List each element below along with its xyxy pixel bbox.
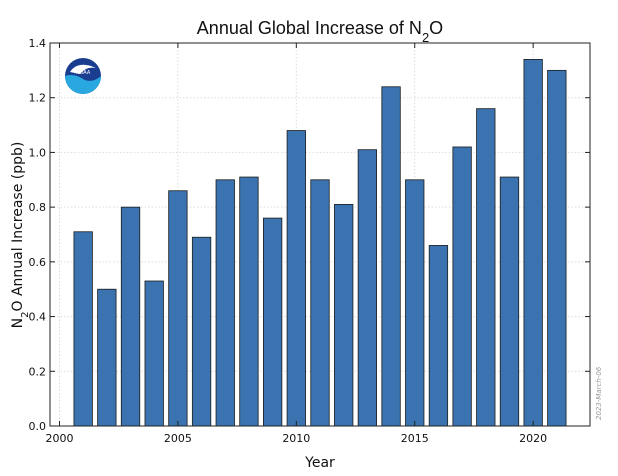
- bar-2021: [547, 69, 567, 427]
- y-tick-label: 0.4: [29, 311, 47, 324]
- bar-2013: [357, 149, 378, 427]
- tick-labels: 2000 2005 2010 2015 2020 0.0 0.2 0.4 0.6 0.8 1.0 1.…: [29, 37, 548, 445]
- noaa-logo: NOAA: [65, 58, 101, 94]
- x-axis-label: Year: [304, 455, 335, 471]
- y-tick-label: 1.2: [29, 92, 47, 105]
- y-axis-label: N2O Annual Increase (ppb): [10, 142, 31, 329]
- bar-2019: [499, 176, 520, 427]
- bar-2002: [97, 288, 117, 427]
- bar-2018: [476, 108, 496, 427]
- chart-title-subscript: 2: [422, 30, 429, 45]
- bar-2004: [144, 280, 164, 427]
- x-tick-label: 2005: [164, 432, 192, 445]
- bar-2010: [286, 130, 306, 427]
- chart-title: Annual Global Increase of N2O: [197, 18, 443, 45]
- date-stamp: 2023-March-06: [595, 366, 603, 420]
- bar-2020: [523, 59, 543, 427]
- bar-2014: [381, 86, 401, 427]
- bar-2012: [334, 204, 354, 427]
- chart-title-end: O: [429, 18, 443, 38]
- chart-title-main: Annual Global Increase of N: [197, 18, 422, 38]
- x-tick-label: 2000: [45, 432, 73, 445]
- y-tick-label: 1.4: [29, 37, 47, 50]
- y-tick-label: 0.8: [29, 201, 47, 214]
- bar-2005: [168, 190, 188, 427]
- bar-2017: [452, 146, 472, 427]
- ticks: [50, 42, 590, 427]
- y-tick-label: 0.6: [29, 256, 47, 269]
- bar-2011: [310, 179, 330, 427]
- noaa-logo-text: NOAA: [76, 70, 91, 76]
- y-tick-label: 0.0: [29, 420, 47, 433]
- bar-2016: [428, 245, 449, 427]
- bar-2009: [262, 217, 283, 427]
- y-tick-label: 1.0: [29, 146, 47, 159]
- y-tick-label: 0.2: [29, 365, 47, 378]
- y-axis-label-subscript: 2: [20, 312, 31, 318]
- y-axis-label-end: O Annual Increase (ppb): [10, 142, 26, 312]
- bar-2003: [120, 206, 141, 427]
- x-tick-label: 2010: [282, 432, 310, 445]
- bars: [73, 59, 567, 427]
- bar-2008: [239, 176, 259, 427]
- y-axis-label-main: N: [10, 318, 26, 328]
- plot-frame: [49, 42, 591, 427]
- bar-2015: [405, 179, 425, 427]
- bar-2006: [191, 236, 212, 427]
- x-tick-label: 2020: [519, 432, 547, 445]
- bar-2001: [73, 231, 93, 427]
- bar-2007: [215, 179, 235, 427]
- x-tick-label: 2015: [401, 432, 429, 445]
